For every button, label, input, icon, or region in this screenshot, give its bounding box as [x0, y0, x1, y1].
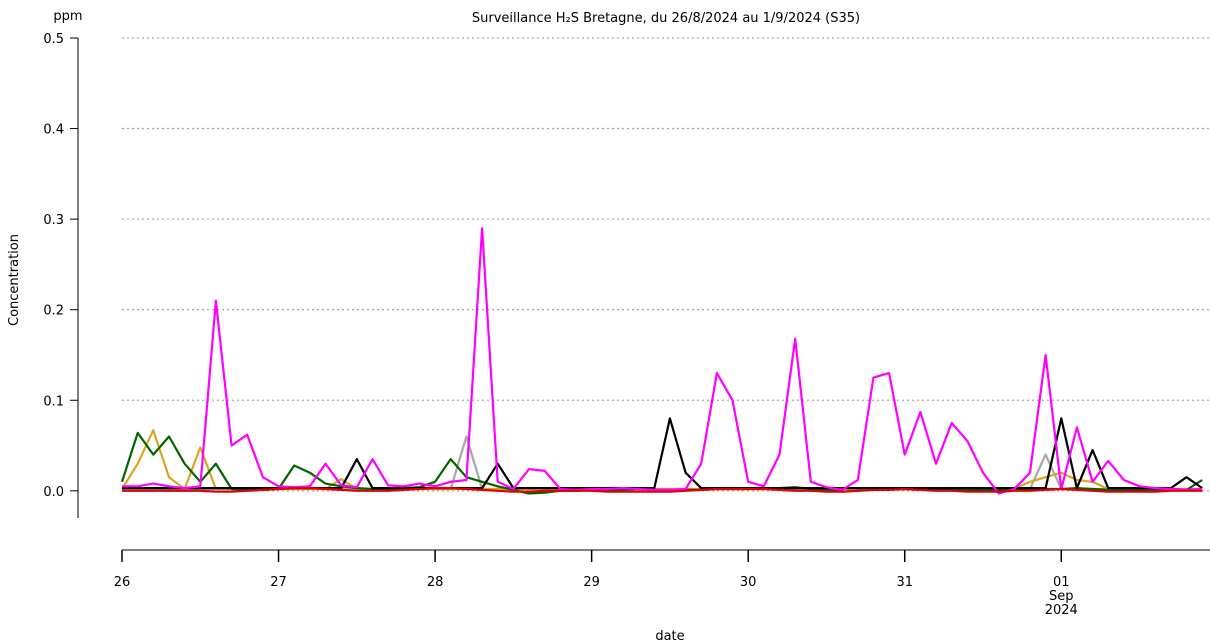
y-axis-label: Concentration	[7, 234, 22, 326]
x-tick-label: 28	[427, 575, 444, 590]
y-tick-label: 0.4	[43, 123, 64, 138]
chart-title: Surveillance H₂S Bretagne, du 26/8/2024 …	[472, 11, 860, 26]
series-line	[120, 431, 1203, 495]
series-line	[122, 227, 1203, 495]
y-tick-label: 0.1	[43, 394, 64, 409]
y-tick-label: 0.0	[43, 485, 64, 500]
x-axis-label: date	[655, 629, 684, 644]
series-line	[122, 487, 1203, 493]
x-tick-label: 27	[270, 575, 287, 590]
y-unit: ppm	[53, 9, 82, 24]
x-tick-label: 31	[896, 575, 913, 590]
x-tick-label: 30	[740, 575, 757, 590]
series-line	[122, 417, 1203, 490]
x-tick-label: 26	[114, 575, 131, 590]
y-tick-label: 0.2	[43, 304, 64, 319]
y-tick-label: 0.3	[43, 213, 64, 228]
x-tick-label: 01 Sep 2024	[1045, 575, 1078, 618]
x-tick-label: 29	[583, 575, 600, 590]
y-tick-label: 0.5	[43, 32, 64, 47]
